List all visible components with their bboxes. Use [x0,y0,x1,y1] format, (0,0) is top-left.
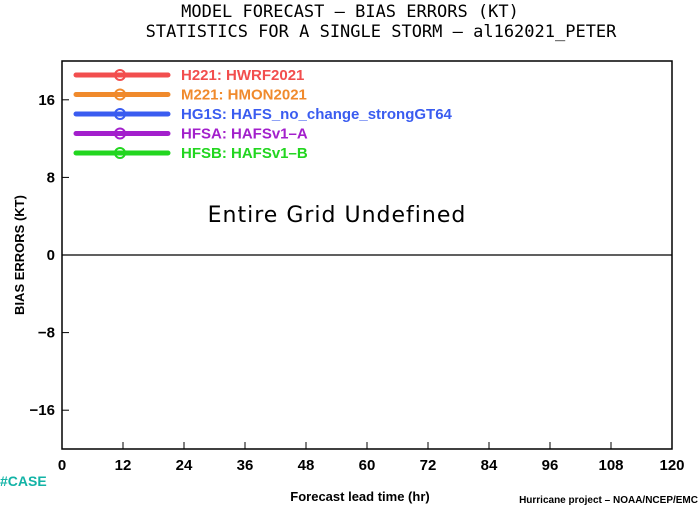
x-tick-label: 60 [359,457,376,474]
legend-marker [114,127,126,140]
legend: H221: HWRF2021 M221: HMON2021 HG1S: HAFS_n… [73,67,453,162]
legend-item: HG1S: HAFS_no_change_strongGT64 [73,106,453,123]
y-axis-label: BIAS ERRORS (KT) [12,195,27,315]
x-tick-label: 24 [176,457,193,474]
chart-title: MODEL FORECAST – BIAS ERRORS (KT) [181,2,519,22]
y-tick-label: 0 [47,247,55,264]
legend-marker [114,69,126,81]
y-tick-label: 8 [47,169,55,186]
legend-item: H221: HWRF2021 [73,67,304,84]
legend-label: HFSA: HAFSv1–A [181,126,308,143]
legend-label: HG1S: HAFS_no_change_strongGT64 [181,106,453,123]
y-ticks: 16 8 0 −8 −16 [30,92,69,419]
plot-area: 0 12 24 36 48 60 72 84 96 108 120 16 8 0 −8 −16 H221: … [30,60,685,474]
legend-marker [114,88,126,101]
x-tick-label: 0 [58,457,66,474]
x-tick-label: 108 [598,457,623,474]
legend-label: HFSB: HAFSv1–B [181,145,308,162]
legend-label: M221: HMON2021 [181,87,307,104]
credit-text: Hurricane project – NOAA/NCEP/EMC [519,495,698,506]
legend-marker [114,108,126,120]
x-tick-label: 84 [481,457,498,474]
x-tick-label: 36 [237,457,254,474]
case-label: #CASE [0,473,47,489]
y-tick-label: −8 [38,325,55,342]
x-tick-label: 72 [420,457,437,474]
x-ticks: 0 12 24 36 48 60 72 84 96 108 120 [58,442,685,474]
legend-item: M221: HMON2021 [73,87,307,104]
chart-subtitle: STATISTICS FOR A SINGLE STORM – al162021… [146,22,618,42]
legend-label: H221: HWRF2021 [181,67,304,84]
legend-marker [114,147,126,159]
x-tick-label: 48 [298,457,315,474]
x-axis-label: Forecast lead time (hr) [290,489,429,504]
x-tick-label: 12 [115,457,132,474]
y-tick-label: 16 [38,92,55,109]
legend-item: HFSB: HAFSv1–B [73,145,308,162]
undefined-grid-annotation: Entire Grid Undefined [208,203,467,228]
y-tick-label: −16 [30,402,55,419]
x-tick-label: 120 [659,457,684,474]
legend-item: HFSA: HAFSv1–A [73,126,308,143]
x-tick-label: 96 [542,457,559,474]
